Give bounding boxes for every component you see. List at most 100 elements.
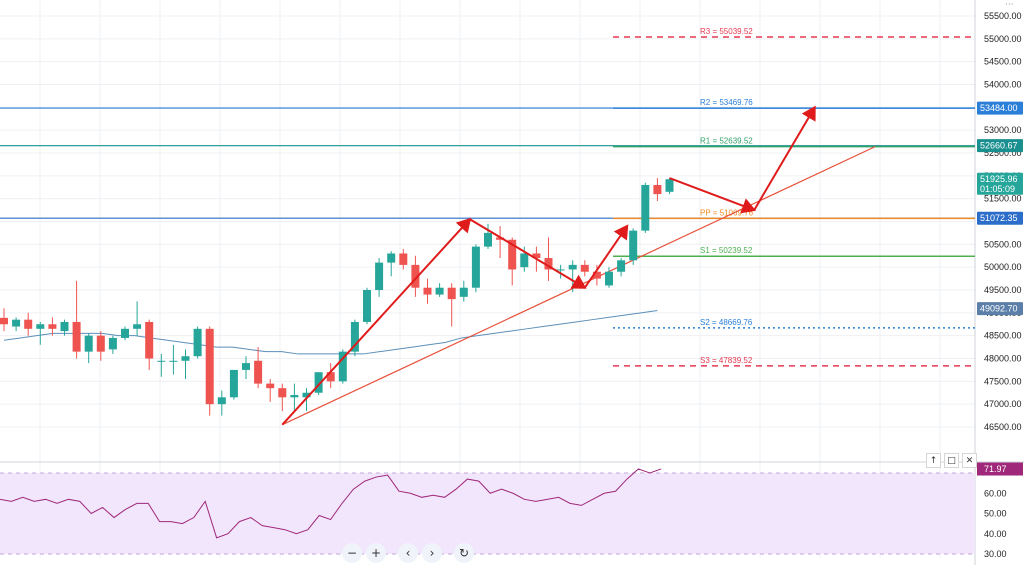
rsi-band: [0, 472, 975, 555]
y-tick-label: 52500.00: [984, 148, 1022, 158]
arrow: [583, 224, 629, 289]
candle-body: [447, 287, 456, 300]
candle-body: [96, 335, 105, 352]
price-badge: [977, 172, 1023, 195]
candle-body: [399, 253, 408, 265]
rsi-tick-label: 40.00: [984, 529, 1007, 539]
price-badge: [977, 211, 1023, 225]
arrow: [753, 105, 816, 211]
arrow: [669, 177, 757, 214]
candle-body: [254, 360, 263, 384]
candle-body: [278, 388, 287, 398]
candle-body: [532, 253, 541, 259]
pivot-level-label: R2 = 53469.76: [700, 98, 753, 107]
candle-body: [605, 271, 613, 286]
candle-body: [544, 258, 553, 270]
y-tick-label: 54500.00: [984, 57, 1022, 67]
pivot-level-label: S3 = 47839.52: [700, 356, 753, 365]
arrow: [469, 218, 587, 289]
arrow: [281, 217, 472, 426]
maximize-button[interactable]: □: [944, 453, 959, 468]
ma-line: [3, 310, 658, 355]
rsi-badge: [977, 462, 1023, 476]
candles: [0, 178, 674, 416]
candle-body: [36, 324, 45, 329]
y-tick-label: 50500.00: [984, 239, 1022, 249]
candle-body: [496, 237, 505, 240]
candle-body: [84, 335, 93, 352]
candle-body: [181, 356, 190, 361]
candle-body: [556, 269, 565, 271]
pivot-level-label: S2 = 48669.76: [700, 318, 753, 327]
candle-body: [205, 328, 214, 405]
y-tick-label: 48500.00: [984, 331, 1022, 341]
y-tick-label: 47000.00: [984, 399, 1022, 409]
candle-body: [157, 360, 166, 362]
candle-body: [24, 319, 33, 329]
price-badge-countdown: 01:05:09: [980, 184, 1015, 194]
move-up-button[interactable]: ↑: [926, 453, 941, 468]
price-badge: [977, 101, 1023, 115]
trendline-segment: [282, 146, 876, 426]
zoom-out-button[interactable]: −: [342, 543, 362, 563]
candle-body: [266, 383, 275, 389]
rsi-controls: ↑ □ ✕: [926, 453, 977, 468]
candle-body: [242, 363, 250, 370]
candle-body: [314, 372, 323, 393]
rsi-polyline: [0, 468, 662, 539]
price-badge-label: 49092.70: [980, 304, 1018, 314]
price-axis[interactable]: 55500.0055000.0054500.0054000.0053500.00…: [984, 11, 1022, 559]
candle-body: [471, 246, 480, 288]
trendline: [282, 146, 876, 426]
candle-body: [653, 184, 662, 195]
candle-body: [169, 360, 178, 362]
pivot-level-label: R3 = 55039.52: [700, 27, 753, 36]
candle-body: [459, 287, 468, 297]
close-button[interactable]: ✕: [962, 453, 977, 468]
zoom-in-button[interactable]: +: [366, 543, 386, 563]
candle-body: [629, 230, 638, 261]
candle-body: [350, 321, 359, 352]
price-badge: [977, 139, 1023, 153]
rsi-tick-label: 50.00: [984, 509, 1007, 519]
candle-body: [290, 395, 299, 398]
rsi-tick-label: 30.00: [984, 549, 1007, 559]
price-badge-label: 51925.96: [980, 174, 1018, 184]
more-icon[interactable]: ···: [1005, 0, 1014, 10]
moving-average: [3, 310, 658, 355]
candle-body: [145, 321, 154, 359]
y-tick-label: 55500.00: [984, 11, 1022, 21]
chart-toolbar: − + ‹ › ↻: [342, 543, 474, 563]
candle-body: [435, 287, 444, 295]
candle-body: [580, 264, 589, 272]
y-tick-label: 53000.00: [984, 125, 1022, 135]
y-tick-label: 47500.00: [984, 376, 1022, 386]
candle-body: [60, 321, 69, 332]
candle-body: [508, 239, 517, 270]
candle-body: [520, 253, 529, 268]
arrows: [281, 105, 816, 426]
y-tick-label: 46500.00: [984, 422, 1022, 432]
pivot-level-label: PP = 51069.76: [700, 208, 754, 217]
candle-body: [338, 351, 347, 382]
y-tick-label: 55000.00: [984, 34, 1022, 44]
pivot-level-label: R1 = 52639.52: [700, 137, 753, 146]
candle-body: [302, 392, 311, 398]
price-badge-label: 53484.00: [980, 103, 1018, 113]
y-tick-label: 51500.00: [984, 194, 1022, 204]
price-badge-label: 52660.67: [980, 141, 1018, 151]
candle-body: [423, 287, 432, 295]
reset-chart-button[interactable]: ↻: [454, 543, 474, 563]
candle-body: [48, 324, 57, 329]
candle-body: [72, 321, 81, 352]
candle-body: [363, 290, 371, 322]
candle-body: [641, 184, 650, 231]
pivot-levels: R3 = 55039.52 R2 = 53469.76 R1 = 52639.52 P…: [0, 27, 975, 367]
pivot-level-label: S1 = 50239.52: [700, 246, 753, 255]
scroll-right-button[interactable]: ›: [422, 543, 442, 563]
rsi-line: [0, 468, 662, 539]
scroll-left-button[interactable]: ‹: [398, 543, 418, 563]
candle-body: [121, 328, 129, 338]
